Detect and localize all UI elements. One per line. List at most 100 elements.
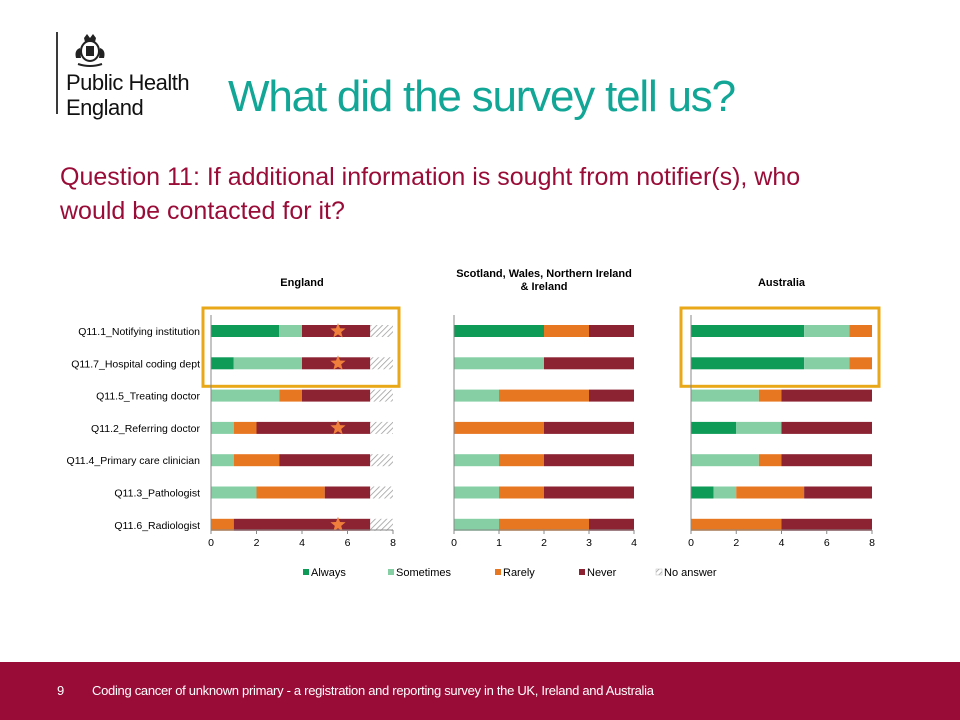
x-tick-label: 0 (208, 537, 214, 549)
bar-rarely (544, 325, 589, 337)
bar-never (256, 421, 371, 434)
legend-label: Always (311, 567, 346, 579)
bar-rarely (736, 486, 805, 499)
chart-title: England (280, 277, 323, 289)
bar-no-answer (370, 486, 393, 499)
category-label: Q11.5_Treating doctor (96, 391, 200, 403)
bar-never (781, 518, 872, 531)
star-marker (330, 419, 346, 435)
bar-no-answer (370, 421, 393, 434)
x-tick-label: 8 (869, 537, 875, 549)
legend-label: Rarely (503, 567, 535, 579)
bar-always (691, 486, 714, 499)
bar-rarely (499, 486, 544, 499)
bar-rarely (233, 421, 257, 434)
bar-sometimes (233, 357, 302, 370)
logo-divider (56, 32, 58, 114)
bar-never (781, 421, 872, 434)
bar-sometimes (211, 454, 234, 467)
bar-never (544, 486, 634, 499)
x-tick-label: 4 (779, 537, 785, 549)
bar-sometimes (454, 454, 499, 467)
bar-never (589, 325, 634, 337)
bar-never (781, 389, 872, 402)
bar-always (454, 325, 544, 337)
bar-rarely (279, 389, 302, 402)
bar-always (211, 325, 280, 337)
x-tick-label: 2 (541, 537, 547, 549)
bar-sometimes (211, 421, 234, 434)
bar-rarely (454, 421, 544, 434)
bar-rarely (256, 486, 325, 499)
bar-never (781, 454, 872, 467)
legend-swatch (579, 569, 585, 575)
bar-never (589, 518, 634, 531)
bar-no-answer (370, 518, 393, 531)
category-label: Q11.3_Pathologist (114, 488, 200, 500)
bar-sometimes (279, 325, 302, 337)
bar-always (691, 325, 805, 337)
bar-no-answer (370, 389, 393, 402)
category-label: Q11.6_Radiologist (114, 520, 200, 532)
bar-never (302, 389, 371, 402)
bar-never (233, 518, 371, 531)
bar-sometimes (454, 357, 544, 370)
x-tick-label: 4 (299, 537, 305, 549)
bar-sometimes (454, 518, 499, 531)
x-tick-label: 6 (345, 537, 351, 549)
bar-never (544, 357, 634, 370)
bar-rarely (758, 389, 782, 402)
bar-no-answer (370, 325, 393, 337)
legend-swatch (495, 569, 501, 575)
bar-sometimes (804, 325, 850, 337)
bar-sometimes (691, 454, 759, 467)
x-tick-label: 6 (824, 537, 830, 549)
bar-sometimes (736, 421, 782, 434)
legend-swatch (388, 569, 394, 575)
bar-sometimes (691, 389, 759, 402)
star-marker (330, 323, 346, 338)
legend-label: Never (587, 567, 617, 579)
bar-rarely (499, 518, 589, 531)
bar-rarely (499, 389, 589, 402)
footer-bar: 9 Coding cancer of unknown primary - a r… (0, 662, 960, 720)
bar-always (211, 357, 234, 370)
x-tick-label: 4 (631, 537, 637, 549)
bar-rarely (849, 325, 872, 337)
x-tick-label: 0 (451, 537, 457, 549)
category-label: Q11.2_Referring doctor (91, 423, 200, 435)
bar-never (544, 454, 634, 467)
bar-rarely (691, 518, 782, 531)
bar-no-answer (370, 454, 393, 467)
chart-title: Australia (758, 277, 806, 289)
phe-logo: Public Health England (56, 32, 206, 122)
highlight-box (201, 306, 401, 388)
royal-crest-icon (75, 34, 105, 67)
bar-rarely (233, 454, 280, 467)
star-marker (330, 516, 346, 532)
bar-never (279, 454, 371, 467)
footer-text: Coding cancer of unknown primary - a reg… (92, 683, 654, 698)
page-number: 9 (57, 683, 65, 698)
x-tick-label: 2 (733, 537, 739, 549)
bar-never (589, 389, 634, 402)
bar-always (691, 421, 737, 434)
bar-no-answer (370, 357, 393, 370)
bar-sometimes (211, 389, 280, 402)
logo-text: Public Health England (66, 70, 190, 120)
bar-never (544, 421, 634, 434)
bar-always (691, 357, 805, 370)
legend-label: No answer (664, 567, 717, 579)
category-label: Q11.7_Hospital coding dept (71, 358, 200, 370)
bar-rarely (758, 454, 782, 467)
x-tick-label: 1 (496, 537, 502, 549)
category-label: Q11.1_Notifying institution (78, 326, 200, 338)
bar-never (804, 486, 872, 499)
page-title: What did the survey tell us? (228, 72, 736, 121)
bar-sometimes (454, 389, 499, 402)
legend-swatch (303, 569, 309, 575)
bar-never (324, 486, 371, 499)
highlight-box (679, 306, 881, 388)
legend-swatch (655, 568, 663, 576)
x-tick-label: 0 (688, 537, 694, 549)
